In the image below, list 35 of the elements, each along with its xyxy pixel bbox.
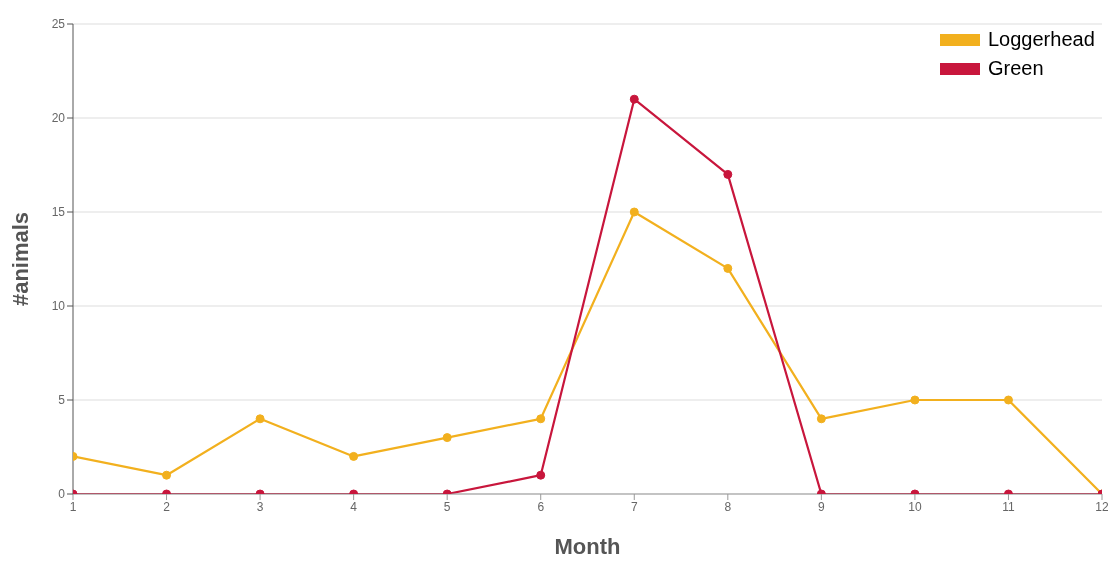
x-tick-label: 4 xyxy=(350,499,358,514)
x-tick-label: 2 xyxy=(163,499,171,514)
x-tick-label: 1 xyxy=(69,499,77,514)
y-axis-title: #animals xyxy=(7,211,33,307)
point xyxy=(162,470,172,480)
point xyxy=(723,169,733,179)
x-tick-label: 8 xyxy=(724,499,732,514)
x-tick-label: 12 xyxy=(1095,499,1109,514)
point xyxy=(910,395,920,405)
point xyxy=(442,433,452,443)
x-tick-label: 11 xyxy=(1002,499,1015,514)
point xyxy=(816,414,826,424)
point xyxy=(1003,395,1013,405)
x-tick-label: 10 xyxy=(908,499,922,514)
x-tick-label: 6 xyxy=(537,499,545,514)
x-tick-label: 5 xyxy=(443,499,451,514)
x-tick-label: 7 xyxy=(630,499,638,514)
y-tick-label: 15 xyxy=(51,205,66,220)
x-axis-title: Month xyxy=(554,534,621,559)
point xyxy=(349,451,359,461)
y-tick-label: 0 xyxy=(58,487,66,502)
legend-label: Loggerhead xyxy=(988,28,1096,51)
x-tick-label: 3 xyxy=(256,499,264,514)
legend-label: Green xyxy=(988,57,1045,80)
point xyxy=(255,414,265,424)
y-tick-label: 25 xyxy=(51,17,66,32)
point xyxy=(536,470,546,480)
y-tick-label: 10 xyxy=(51,299,66,314)
point xyxy=(629,207,639,217)
y-tick-label: 20 xyxy=(51,111,66,126)
y-tick-label: 5 xyxy=(58,393,66,408)
point xyxy=(536,414,546,424)
x-tick-label: 9 xyxy=(818,499,826,514)
point xyxy=(629,94,639,104)
point xyxy=(723,263,733,273)
